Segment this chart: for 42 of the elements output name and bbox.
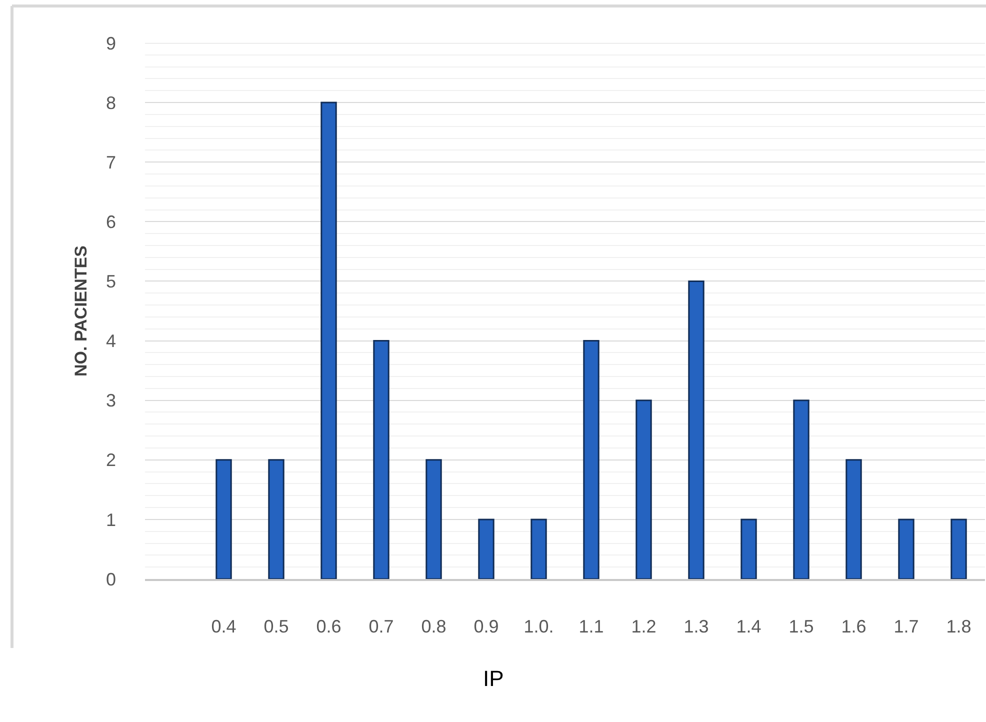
y-tick-label: 6 [106,212,116,232]
bar [426,459,442,579]
y-tick-label: 3 [106,390,116,411]
y-axis-title: NO. PACIENTES [72,246,91,376]
bar [373,340,390,579]
x-tick-label: 0.7 [368,616,394,637]
x-tick-label: 1.4 [736,616,762,637]
bar [898,518,914,579]
x-tick-label: 1.0. [524,616,554,637]
bar [793,400,810,579]
y-tick-label: 9 [106,33,116,54]
x-tick-label: 1.7 [894,616,919,637]
y-tick-label: 7 [106,152,116,172]
bar [320,102,337,579]
y-tick-label: 0 [106,569,116,590]
bar [530,518,547,579]
bar [688,280,704,579]
bar [636,400,652,579]
y-tick-label: 8 [106,92,116,113]
bar [846,459,862,579]
bar [583,340,600,579]
y-tick-label: 2 [106,450,116,470]
y-tick-label: 5 [106,272,116,292]
x-tick-label: 1.8 [946,616,972,637]
x-tick-label: 0.9 [474,616,499,637]
x-tick-label: 1.2 [631,616,656,637]
x-tick-label: 0.8 [421,616,446,637]
bar [216,459,232,579]
x-tick-label: 1.1 [578,616,604,637]
x-tick-label: 0.6 [316,616,342,637]
bar [268,459,284,579]
x-tick-label: 1.5 [788,616,814,637]
x-tick-label: 0.4 [211,616,236,637]
y-tick-label: 4 [106,331,116,352]
bar [740,518,757,579]
bar [950,518,967,579]
y-tick-label: 1 [106,510,116,530]
bar [478,518,494,579]
x-tick-label: 0.5 [264,616,289,637]
x-axis-title: IP [483,666,504,691]
x-tick-label: 1.3 [684,616,709,637]
x-tick-label: 1.6 [841,616,866,637]
